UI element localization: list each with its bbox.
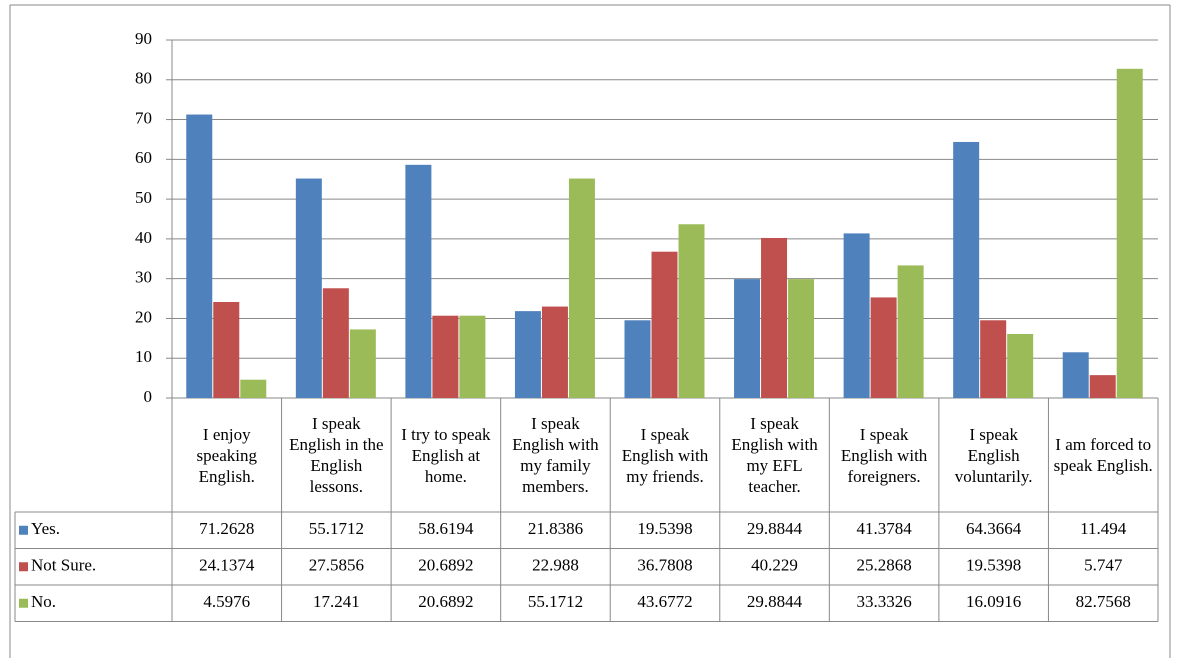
x-tick-label: I speak English in the English lessons. (289, 414, 384, 496)
bar (349, 329, 376, 398)
bar (843, 233, 870, 398)
bar (541, 306, 568, 398)
bar (761, 237, 788, 398)
bar (568, 178, 595, 398)
table-value: 71.2628 (199, 519, 254, 538)
legend-key (19, 598, 28, 608)
table-value: 33.3326 (856, 592, 911, 611)
bar (1062, 352, 1089, 398)
bar (734, 279, 761, 398)
table-value: 27.5856 (309, 556, 364, 575)
bar (213, 301, 240, 398)
bar (432, 315, 459, 398)
bar (240, 379, 267, 398)
y-tick-label: 0 (144, 387, 153, 406)
table-value: 55.1712 (309, 519, 364, 538)
table-value: 5.747 (1084, 556, 1123, 575)
bar (322, 288, 349, 398)
table-value: 82.7568 (1076, 592, 1131, 611)
y-tick-label: 20 (135, 307, 152, 326)
bar (295, 178, 322, 398)
legend-label: Yes. (31, 519, 60, 538)
table-value: 21.8386 (528, 519, 583, 538)
x-tick-label: I try to speak English at home. (401, 424, 491, 486)
bar (624, 320, 651, 398)
table-value: 36.7808 (637, 556, 692, 575)
table-value: 29.8844 (747, 592, 803, 611)
x-tick-label: I am forced to speak English. (1053, 435, 1153, 475)
y-tick-label: 30 (135, 268, 152, 287)
legend-label: No. (31, 592, 56, 611)
table-value: 58.6194 (418, 519, 474, 538)
legend-key (19, 525, 28, 535)
x-tick-label: I speak English with foreigners. (840, 424, 928, 486)
table-value: 43.6772 (637, 592, 692, 611)
y-tick-label: 50 (135, 188, 152, 207)
bar (678, 224, 705, 398)
table-value: 19.5398 (637, 519, 692, 538)
table-value: 20.6892 (418, 556, 473, 575)
table-value: 29.8844 (747, 519, 803, 538)
table-value: 19.5398 (966, 556, 1021, 575)
bar (897, 265, 924, 398)
table-value: 16.0916 (966, 592, 1021, 611)
table-value: 41.3784 (856, 519, 912, 538)
bar (1007, 333, 1034, 398)
bar (870, 297, 897, 398)
legend-key (19, 562, 28, 572)
y-tick-label: 90 (135, 29, 152, 48)
bar (186, 114, 213, 399)
table-value: 40.229 (751, 556, 798, 575)
table-value: 64.3664 (966, 519, 1022, 538)
x-tick-label: I speak English voluntarily. (954, 424, 1033, 486)
x-tick-label: I speak English with my friends. (621, 424, 709, 486)
y-tick-label: 10 (135, 347, 152, 366)
x-tick-label: I speak English with my family members. (512, 414, 599, 496)
table-value: 22.988 (532, 556, 579, 575)
y-tick-label: 60 (135, 148, 152, 167)
bar (405, 164, 432, 398)
table-value: 25.2868 (856, 556, 911, 575)
legend-label: Not Sure. (31, 556, 96, 575)
table-value: 24.1374 (199, 556, 255, 575)
bar (651, 251, 678, 398)
table-value: 17.241 (313, 592, 360, 611)
y-tick-label: 80 (135, 69, 152, 88)
bar (1116, 68, 1143, 399)
bar (788, 279, 815, 398)
bar (980, 320, 1007, 398)
table-value: 20.6892 (418, 592, 473, 611)
table-value: 55.1712 (528, 592, 583, 611)
x-tick-label: I speak English with my EFL teacher. (731, 414, 818, 496)
bar (514, 311, 541, 398)
x-tick-label: I enjoy speaking English. (196, 424, 257, 486)
bar (953, 141, 980, 398)
table-value: 4.5976 (203, 592, 250, 611)
table-value: 11.494 (1080, 519, 1127, 538)
y-tick-label: 40 (135, 228, 152, 247)
bar (459, 315, 486, 398)
bar (1089, 375, 1116, 398)
y-tick-label: 70 (135, 108, 152, 127)
